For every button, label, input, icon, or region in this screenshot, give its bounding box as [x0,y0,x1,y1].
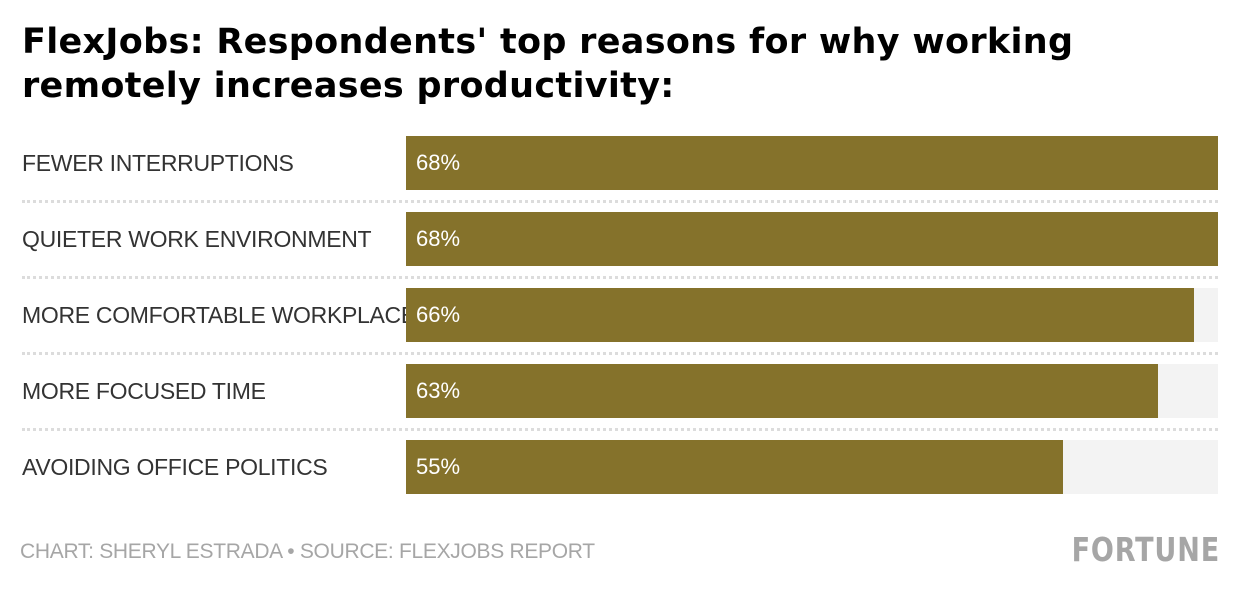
bar-track: 68% [406,212,1218,266]
bar-row: MORE FOCUSED TIME 63% [0,364,1240,418]
row-divider [22,276,1218,279]
bar-row: FEWER INTERRUPTIONS 68% [0,136,1240,190]
bar-row: QUIETER WORK ENVIRONMENT 68% [0,212,1240,266]
category-label: MORE FOCUSED TIME [22,378,266,404]
bar: 68% [406,212,1218,266]
row-divider [22,200,1218,203]
fortune-logo: FORTUNE [1071,530,1220,569]
value-label: 55% [416,454,461,479]
value-label: 63% [416,378,461,403]
footer-credit: CHART: SHERYL ESTRADA • SOURCE: FLEXJOBS… [20,540,595,563]
category-label: FEWER INTERRUPTIONS [22,150,294,176]
bar-track: 63% [406,364,1218,418]
category-label: MORE COMFORTABLE WORKPLACE [22,302,416,328]
row-divider [22,428,1218,431]
chart-title: FlexJobs: Respondents' top reasons for w… [22,22,1074,106]
bar-track: 66% [406,288,1218,342]
bar: 66% [406,288,1194,342]
category-label: QUIETER WORK ENVIRONMENT [22,226,372,252]
row-divider [22,352,1218,355]
bar-row: AVOIDING OFFICE POLITICS 55% [0,440,1240,494]
bar: 55% [406,440,1063,494]
category-label: AVOIDING OFFICE POLITICS [22,454,328,480]
value-label: 66% [416,302,461,327]
bar: 68% [406,136,1218,190]
bar: 63% [406,364,1158,418]
bar-track: 55% [406,440,1218,494]
value-label: 68% [416,150,461,175]
value-label: 68% [416,226,461,251]
bar-row: MORE COMFORTABLE WORKPLACE 66% [0,288,1240,342]
bar-track: 68% [406,136,1218,190]
